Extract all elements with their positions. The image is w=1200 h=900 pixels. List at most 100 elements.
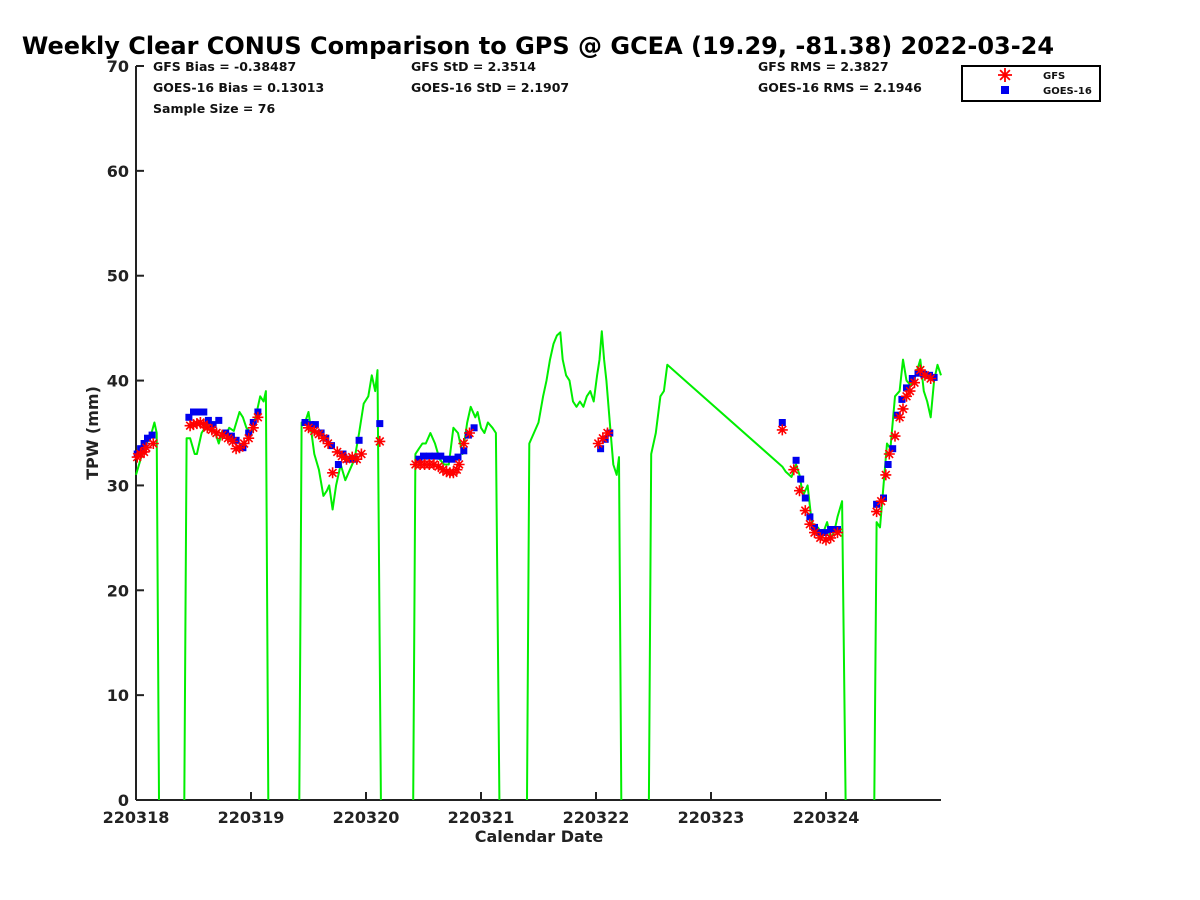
stat-gfs-bias: GFS Bias = -0.38487 (153, 59, 296, 74)
goes16-point (792, 456, 800, 464)
stat-sample-size: Sample Size = 76 (153, 101, 275, 116)
goes16-point (215, 416, 223, 424)
goes16-point (328, 442, 335, 450)
y-axis-label: TPW (mm) (83, 386, 102, 480)
gfs-point (458, 438, 470, 449)
gfs-point (814, 532, 826, 544)
goes16-point (898, 395, 906, 403)
goes16-point (873, 500, 881, 508)
gfs-point (901, 390, 912, 402)
gfs-point (919, 369, 931, 381)
goes16-point (204, 416, 212, 424)
x-tick-label: 220321 (448, 808, 515, 827)
stat-goes-bias: GOES-16 Bias = 0.13013 (153, 80, 324, 95)
gfs-point (776, 424, 788, 436)
goes16-point (889, 445, 897, 453)
goes16-point (194, 408, 202, 416)
goes16-point (140, 440, 148, 447)
gfs-point (809, 527, 820, 539)
stat-gfs-rms: GFS RMS = 2.3827 (758, 59, 889, 74)
y-tick-label: 30 (107, 476, 129, 495)
gfs-point (252, 411, 264, 423)
gfs-point (138, 446, 150, 458)
y-tick-label: 70 (107, 57, 129, 76)
gfs-point (875, 495, 887, 507)
gfs-point (322, 438, 334, 449)
gfs-point (592, 438, 604, 449)
gfs-point (432, 461, 444, 473)
gfs-point (825, 532, 837, 544)
gfs-point (211, 427, 222, 439)
goes16-point (806, 513, 814, 521)
gfs-point (464, 427, 475, 439)
x-tick-label: 220318 (103, 808, 170, 827)
gfs-point (188, 419, 199, 431)
gfs-point (216, 429, 228, 441)
goes16-point (232, 436, 240, 444)
goes16-point (200, 408, 208, 416)
goes16-point (443, 455, 450, 463)
gfs-point (346, 451, 358, 463)
x-tick-label: 220323 (678, 808, 745, 827)
goes16-point (601, 435, 609, 443)
gfs-point (230, 443, 242, 455)
gfs-point (799, 505, 811, 517)
gfs-point (909, 377, 920, 389)
gfs-point (602, 427, 613, 439)
gfs-point (247, 422, 259, 434)
gfs-point (832, 527, 843, 539)
goes16-point (778, 419, 786, 426)
goes16-point (376, 420, 384, 428)
y-tick-label: 20 (107, 581, 129, 600)
gfs-point (327, 467, 339, 479)
gfs-point (191, 418, 203, 430)
goes16-point (355, 436, 363, 444)
goes16-point (884, 461, 892, 468)
legend-goes-label: GOES-16 (1043, 86, 1092, 97)
gfs-point (317, 432, 329, 444)
legend: GFS GOES-16 (961, 65, 1101, 102)
gfs-point (804, 518, 816, 530)
goes16-point (227, 432, 235, 440)
gfs-point (904, 385, 916, 397)
gfs-point (794, 485, 805, 497)
gfs-point (303, 422, 314, 434)
goes16-point (431, 452, 439, 460)
axis-ticks: 0 10 20 30 40 50 60 70 220318 220319 220320 220321 2… (103, 57, 860, 827)
gfs-point (428, 459, 440, 470)
legend-box (961, 65, 1101, 102)
gfs-point (883, 448, 895, 460)
gfs-point (222, 432, 234, 444)
goes16-point (460, 447, 468, 455)
goes16-point (437, 452, 445, 460)
gfs-point (313, 428, 325, 440)
gfs-point (437, 464, 449, 476)
stat-goes-std: GOES-16 StD = 2.1907 (411, 80, 569, 95)
goes16-point (425, 452, 433, 460)
stat-gfs-std: GFS StD = 2.3514 (411, 59, 536, 74)
x-tick-label: 220319 (218, 808, 285, 827)
goes16-point (301, 419, 309, 426)
gfs-point (308, 425, 320, 437)
stats-annotations: GFS Bias = -0.38487 GOES-16 Bias = 0.130… (153, 59, 922, 116)
goes16-point (185, 413, 193, 421)
y-tick-label: 0 (118, 791, 129, 810)
goes16-point (454, 453, 462, 461)
plot-axes (135, 66, 941, 801)
goes16-point (597, 445, 605, 453)
goes16-point (420, 452, 427, 460)
gps-line (647, 363, 847, 801)
gfs-point (441, 466, 452, 478)
y-tick-label: 10 (107, 686, 129, 705)
gfs-point (184, 420, 196, 432)
goes16-point (821, 529, 829, 537)
gfs-point (871, 506, 883, 518)
gfs-point (234, 442, 245, 454)
gfs-point (788, 464, 800, 476)
gfs-point (194, 417, 206, 428)
gfs-point (331, 446, 343, 458)
goes16-point (470, 424, 478, 432)
gfs-point (889, 430, 901, 442)
goes16-point (908, 375, 916, 382)
gfs-point (336, 450, 348, 462)
